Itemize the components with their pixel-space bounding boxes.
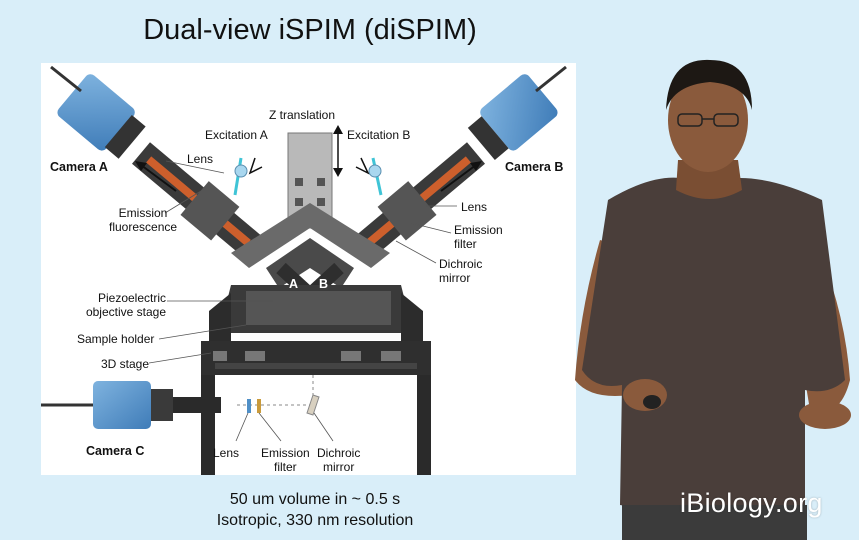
- camera-c-body: [93, 381, 151, 429]
- label-3d-stage: 3D stage: [101, 357, 150, 371]
- label-excitation-b: Excitation B: [347, 128, 411, 142]
- presenter-clicker: [643, 395, 661, 409]
- ibiology-watermark: iBiology.org: [680, 488, 823, 518]
- label-bottom-emission-filter: Emission filter: [261, 446, 310, 474]
- label-excitation-a: Excitation A: [205, 128, 268, 142]
- label-bottom-lens: Lens: [213, 446, 240, 460]
- label-camera-a: Camera A: [50, 160, 108, 174]
- label-objective-b: B: [319, 277, 329, 291]
- dispim-diagram: Z translation Excitation A Excitation B …: [41, 63, 576, 475]
- label-bottom-dichroic-mirror: Dichroic mirror: [317, 446, 361, 474]
- presenter-figure: [575, 59, 851, 540]
- caption-resolution: Isotropic, 330 nm resolution: [216, 512, 414, 529]
- microscope-illustration: [41, 65, 567, 475]
- label-z-translation: Z translation: [269, 108, 336, 122]
- label-lens-right: Lens: [461, 200, 488, 214]
- label-emission-filter-right: Emission filter: [454, 223, 503, 251]
- slide-title: Dual-view iSPIM (diSPIM): [143, 14, 477, 46]
- label-camera-c: Camera C: [86, 444, 145, 458]
- caption-volume: 50 um volume in ~ 0.5 s: [229, 491, 401, 508]
- presenter-head: [668, 68, 748, 172]
- camera-a-body: [57, 74, 146, 159]
- label-piezo-stage: Piezoelectric objective stage: [85, 291, 166, 319]
- label-dichroic-mirror-right: Dichroic mirror: [439, 257, 483, 285]
- label-lens-left: Lens: [187, 152, 214, 166]
- presenter-shirt: [582, 177, 845, 514]
- camera-b-body: [467, 74, 558, 160]
- label-emission-fluorescence: Emission fluorescence: [109, 206, 178, 234]
- label-sample-holder: Sample holder: [77, 332, 155, 346]
- label-objective-a: A: [289, 277, 299, 291]
- label-camera-b: Camera B: [505, 160, 564, 174]
